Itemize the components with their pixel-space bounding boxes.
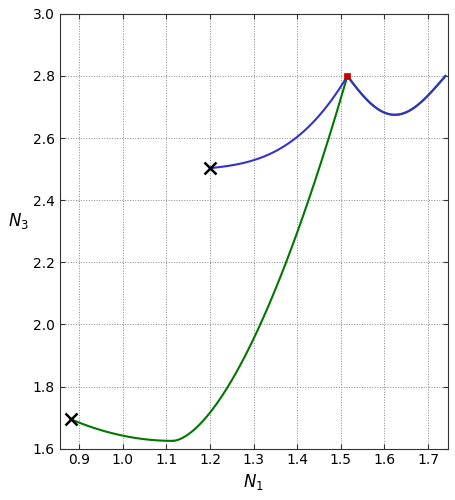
Y-axis label: $N_3$: $N_3$ <box>8 211 29 231</box>
X-axis label: $N_1$: $N_1$ <box>243 472 263 492</box>
